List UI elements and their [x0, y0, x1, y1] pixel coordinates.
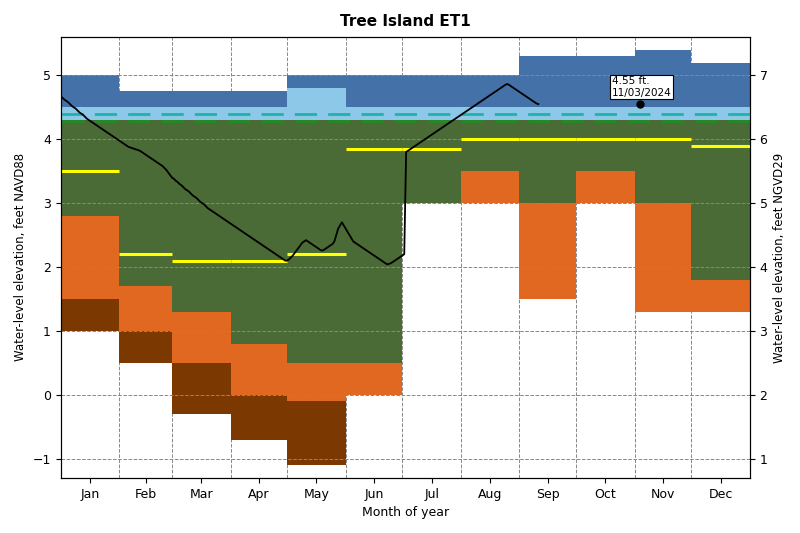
- X-axis label: Month of year: Month of year: [362, 506, 449, 519]
- Y-axis label: Water-level elevation, feet NAVD88: Water-level elevation, feet NAVD88: [14, 154, 27, 361]
- Title: Tree Island ET1: Tree Island ET1: [340, 14, 470, 29]
- Text: 4.55 ft.
11/03/2024: 4.55 ft. 11/03/2024: [611, 76, 671, 98]
- Y-axis label: Water-level elevation, feet NGVD29: Water-level elevation, feet NGVD29: [773, 152, 786, 362]
